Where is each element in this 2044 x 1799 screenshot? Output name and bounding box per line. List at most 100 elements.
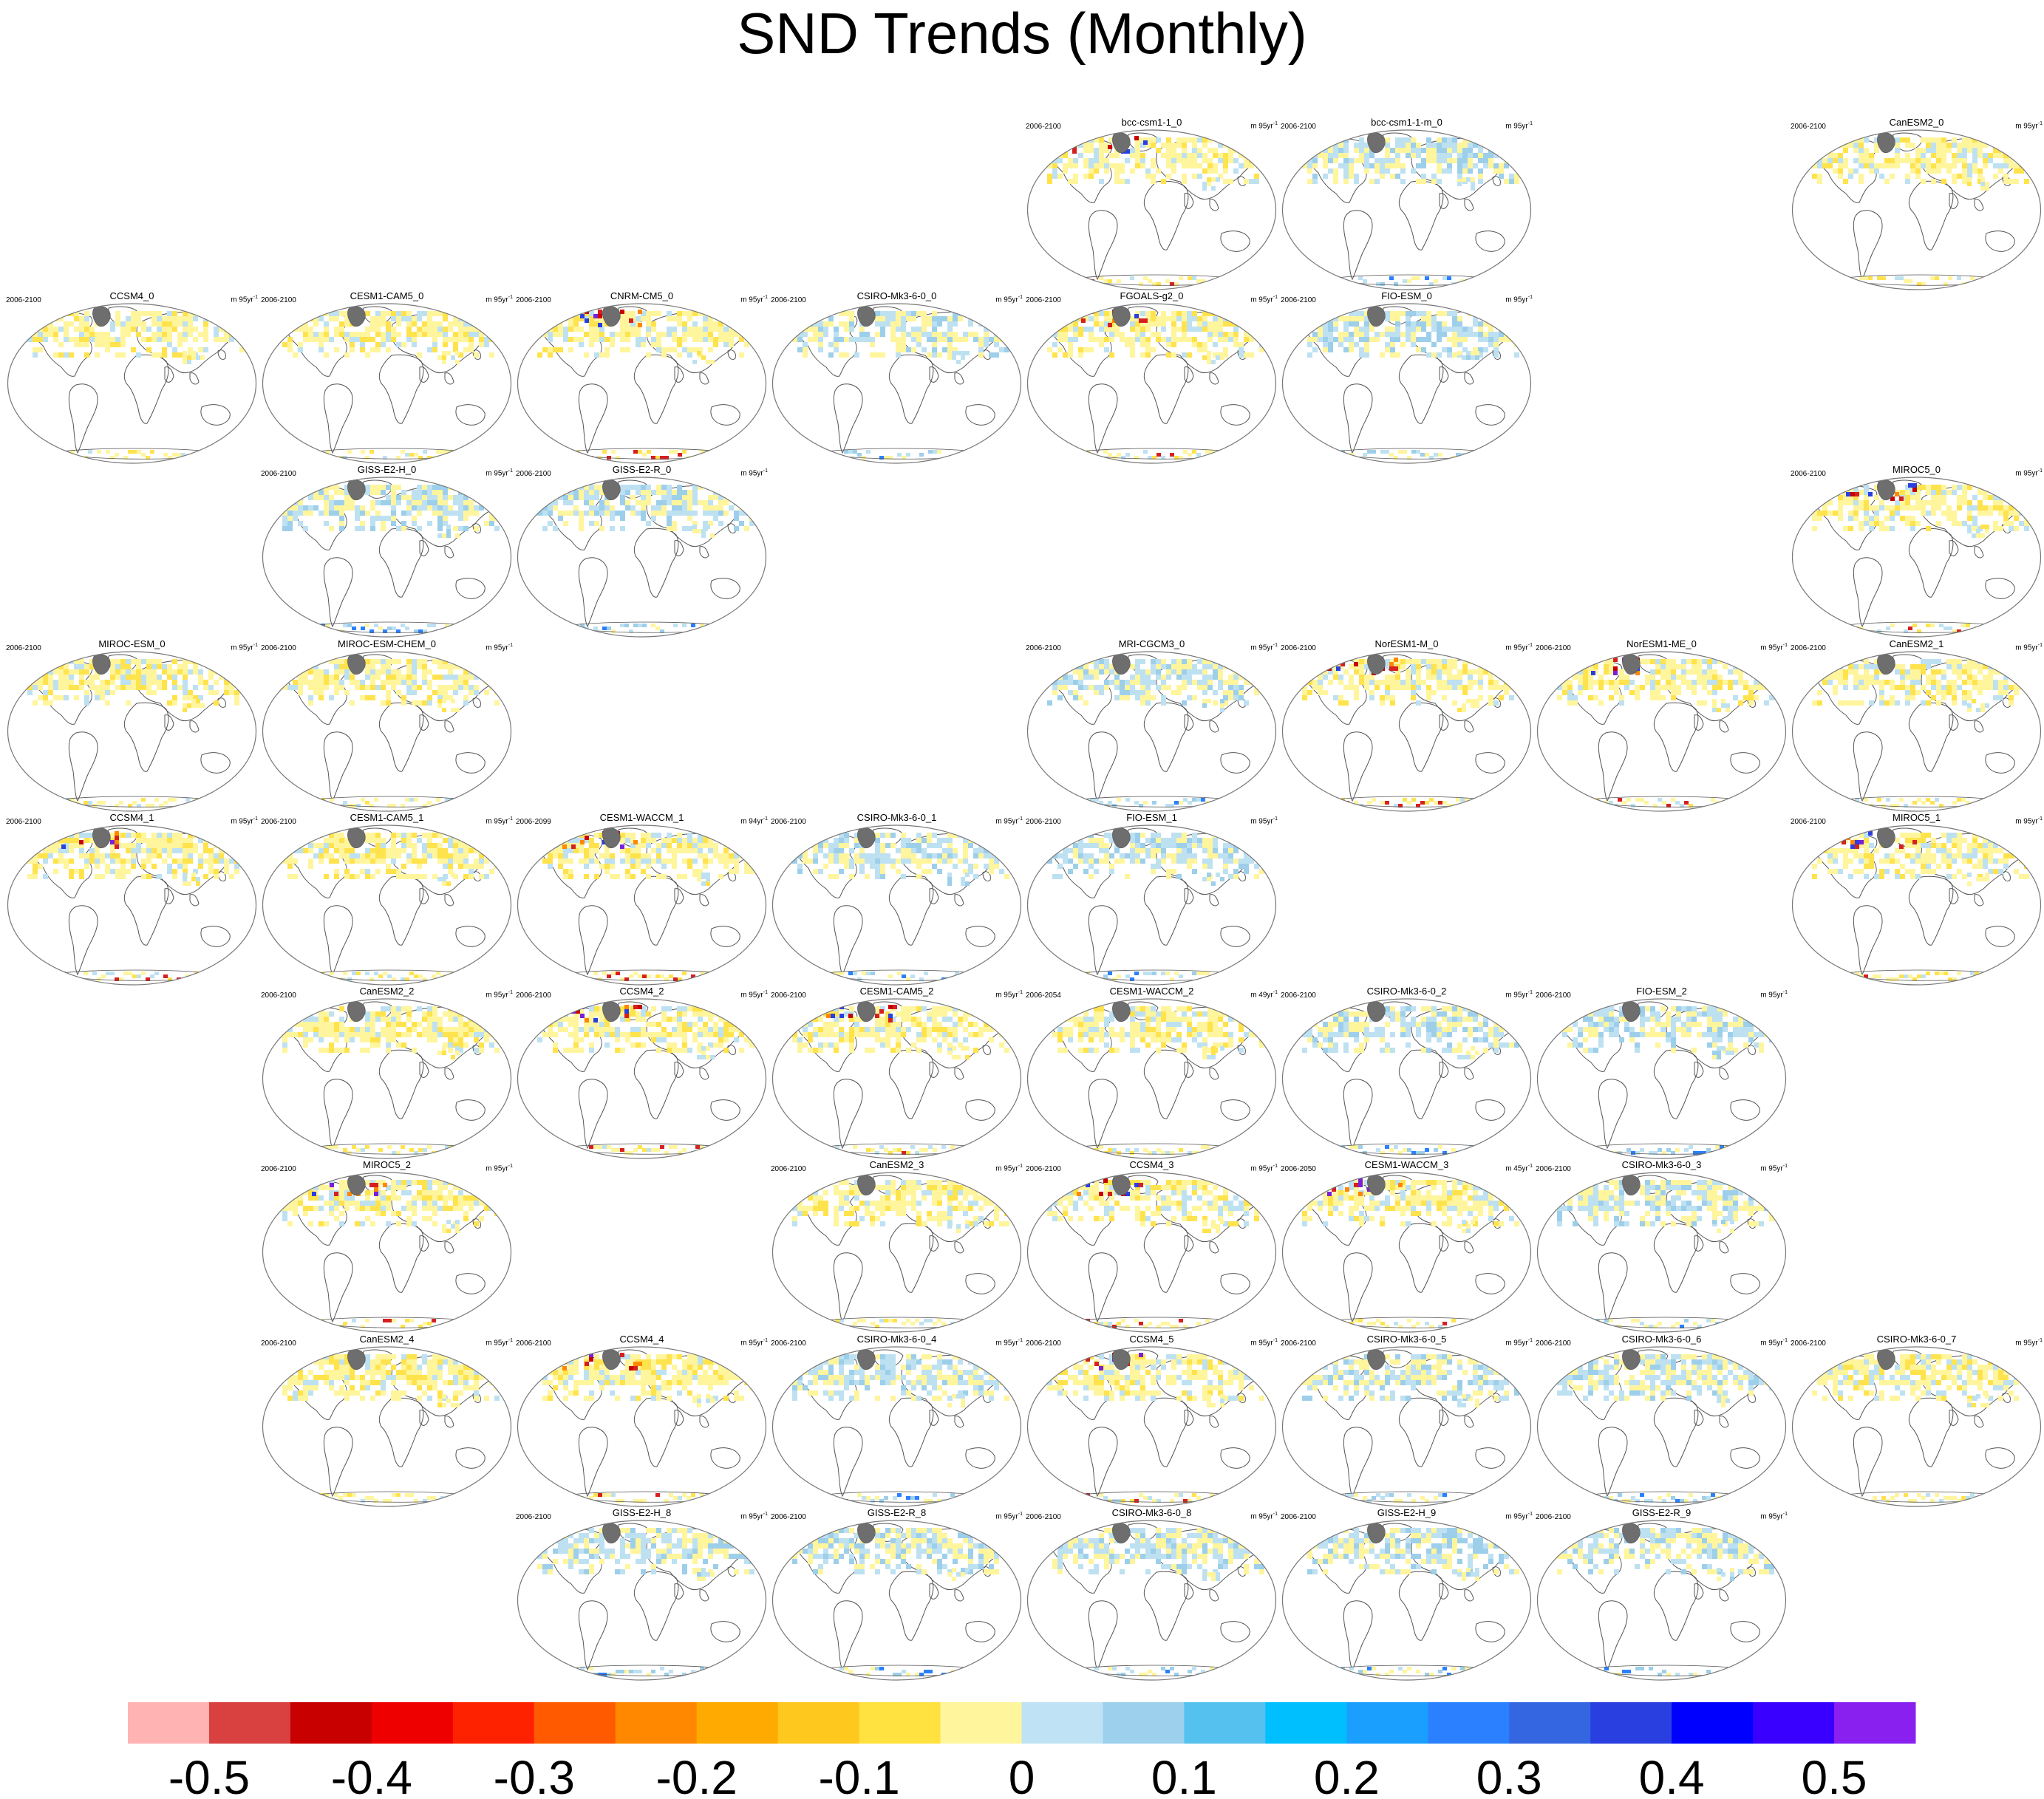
snow-cell <box>1452 148 1457 153</box>
snow-cell <box>141 669 146 675</box>
snow-cell <box>1562 685 1567 690</box>
snow-cell <box>1078 137 1083 143</box>
snow-cell <box>1220 699 1224 703</box>
snow-cell <box>84 316 89 321</box>
snow-cell <box>1406 143 1411 148</box>
snow-cell <box>303 337 308 342</box>
snow-cell <box>1421 337 1426 342</box>
snow-cell <box>1468 680 1473 685</box>
snow-cell <box>1333 148 1338 153</box>
snow-cell <box>381 485 386 490</box>
snow-cell <box>610 516 615 521</box>
snow-cell <box>360 347 365 352</box>
snow-cell <box>344 490 350 495</box>
antarctic-cell <box>418 456 423 460</box>
snow-cell <box>412 675 417 680</box>
snow-cell <box>1207 168 1213 174</box>
snow-cell <box>53 695 58 700</box>
snow-cell <box>172 675 177 680</box>
snow-cell <box>1759 664 1764 669</box>
snow-cell <box>437 525 442 529</box>
snow-cell <box>885 316 890 321</box>
snow-cell <box>1962 174 1967 179</box>
snow-cell <box>568 321 573 327</box>
snow-cell <box>1083 675 1089 680</box>
strong-trend-cell <box>1912 483 1917 488</box>
coastline <box>1908 180 1954 250</box>
antarctic-cell <box>1429 456 1434 460</box>
snow-cell <box>1202 327 1207 332</box>
snow-cell <box>1207 337 1213 342</box>
snow-cell <box>625 500 630 505</box>
snow-cell <box>100 680 105 685</box>
snow-cell <box>558 332 563 337</box>
antarctic-cell <box>347 450 352 454</box>
snow-cell <box>494 332 500 337</box>
snow-cell <box>1145 321 1151 327</box>
snow-cell <box>1218 153 1223 158</box>
antarctic-cell <box>1332 804 1336 808</box>
snow-cell <box>84 680 89 685</box>
snow-cell <box>1859 505 1864 511</box>
snow-cell <box>1239 685 1244 690</box>
panel-units-exponent: -1 <box>1273 121 1278 126</box>
snow-cell <box>27 311 33 316</box>
snow-cell <box>334 347 339 352</box>
snow-cell <box>391 659 396 664</box>
snow-cell <box>33 675 38 680</box>
snow-cell <box>191 355 196 360</box>
snow-cell <box>334 327 339 332</box>
antarctic-cell <box>2001 624 2006 627</box>
snow-cell <box>1343 700 1349 706</box>
snow-cell <box>172 700 177 706</box>
snow-cell <box>1145 669 1151 675</box>
snow-cell <box>708 337 713 342</box>
snow-cell <box>1089 174 1094 179</box>
snow-cell <box>239 332 245 337</box>
snow-cell <box>1151 316 1156 321</box>
coastline <box>1184 714 1194 731</box>
snow-cell <box>994 321 999 327</box>
snow-cell <box>141 327 146 332</box>
snow-cell <box>1874 143 1879 148</box>
snow-cell <box>136 311 141 316</box>
snow-cell <box>360 695 365 700</box>
snow-cell <box>453 311 458 316</box>
snow-cell <box>1390 700 1395 706</box>
snow-cell <box>141 337 146 342</box>
snow-cell <box>458 327 463 332</box>
antarctic-cell <box>1478 282 1482 286</box>
strong-trend-cell <box>1850 492 1855 496</box>
snow-cell <box>360 685 365 690</box>
snow-cell <box>1509 680 1514 685</box>
snow-cell <box>729 337 734 342</box>
snow-cell <box>298 342 303 347</box>
antarctic-cell <box>132 450 137 454</box>
snow-cell <box>183 708 187 712</box>
antarctic-cell <box>1997 276 2001 280</box>
snow-cell <box>1614 680 1619 685</box>
snow-cell <box>1259 137 1264 143</box>
snow-cell <box>1338 153 1343 158</box>
snow-cell <box>151 316 157 321</box>
snow-cell <box>636 332 641 337</box>
snow-cell <box>1977 500 1983 505</box>
snow-cell <box>1421 163 1426 168</box>
snow-cell <box>1406 675 1411 680</box>
snow-cell <box>1676 675 1681 680</box>
snow-cell <box>1983 511 1988 516</box>
snow-cell <box>1211 186 1216 191</box>
snow-cell <box>692 495 698 500</box>
snow-cell <box>1998 500 2003 505</box>
snow-cell <box>563 485 568 490</box>
coastline <box>699 546 709 559</box>
snow-cell <box>1635 690 1640 695</box>
coastline <box>1184 366 1194 383</box>
snow-cell <box>1120 332 1125 337</box>
snow-cell <box>437 511 443 516</box>
antarctic-cell <box>1380 282 1385 286</box>
greenland <box>347 479 366 501</box>
snow-cell <box>131 311 136 316</box>
snow-cell <box>183 659 188 664</box>
snow-cell <box>1249 148 1254 153</box>
